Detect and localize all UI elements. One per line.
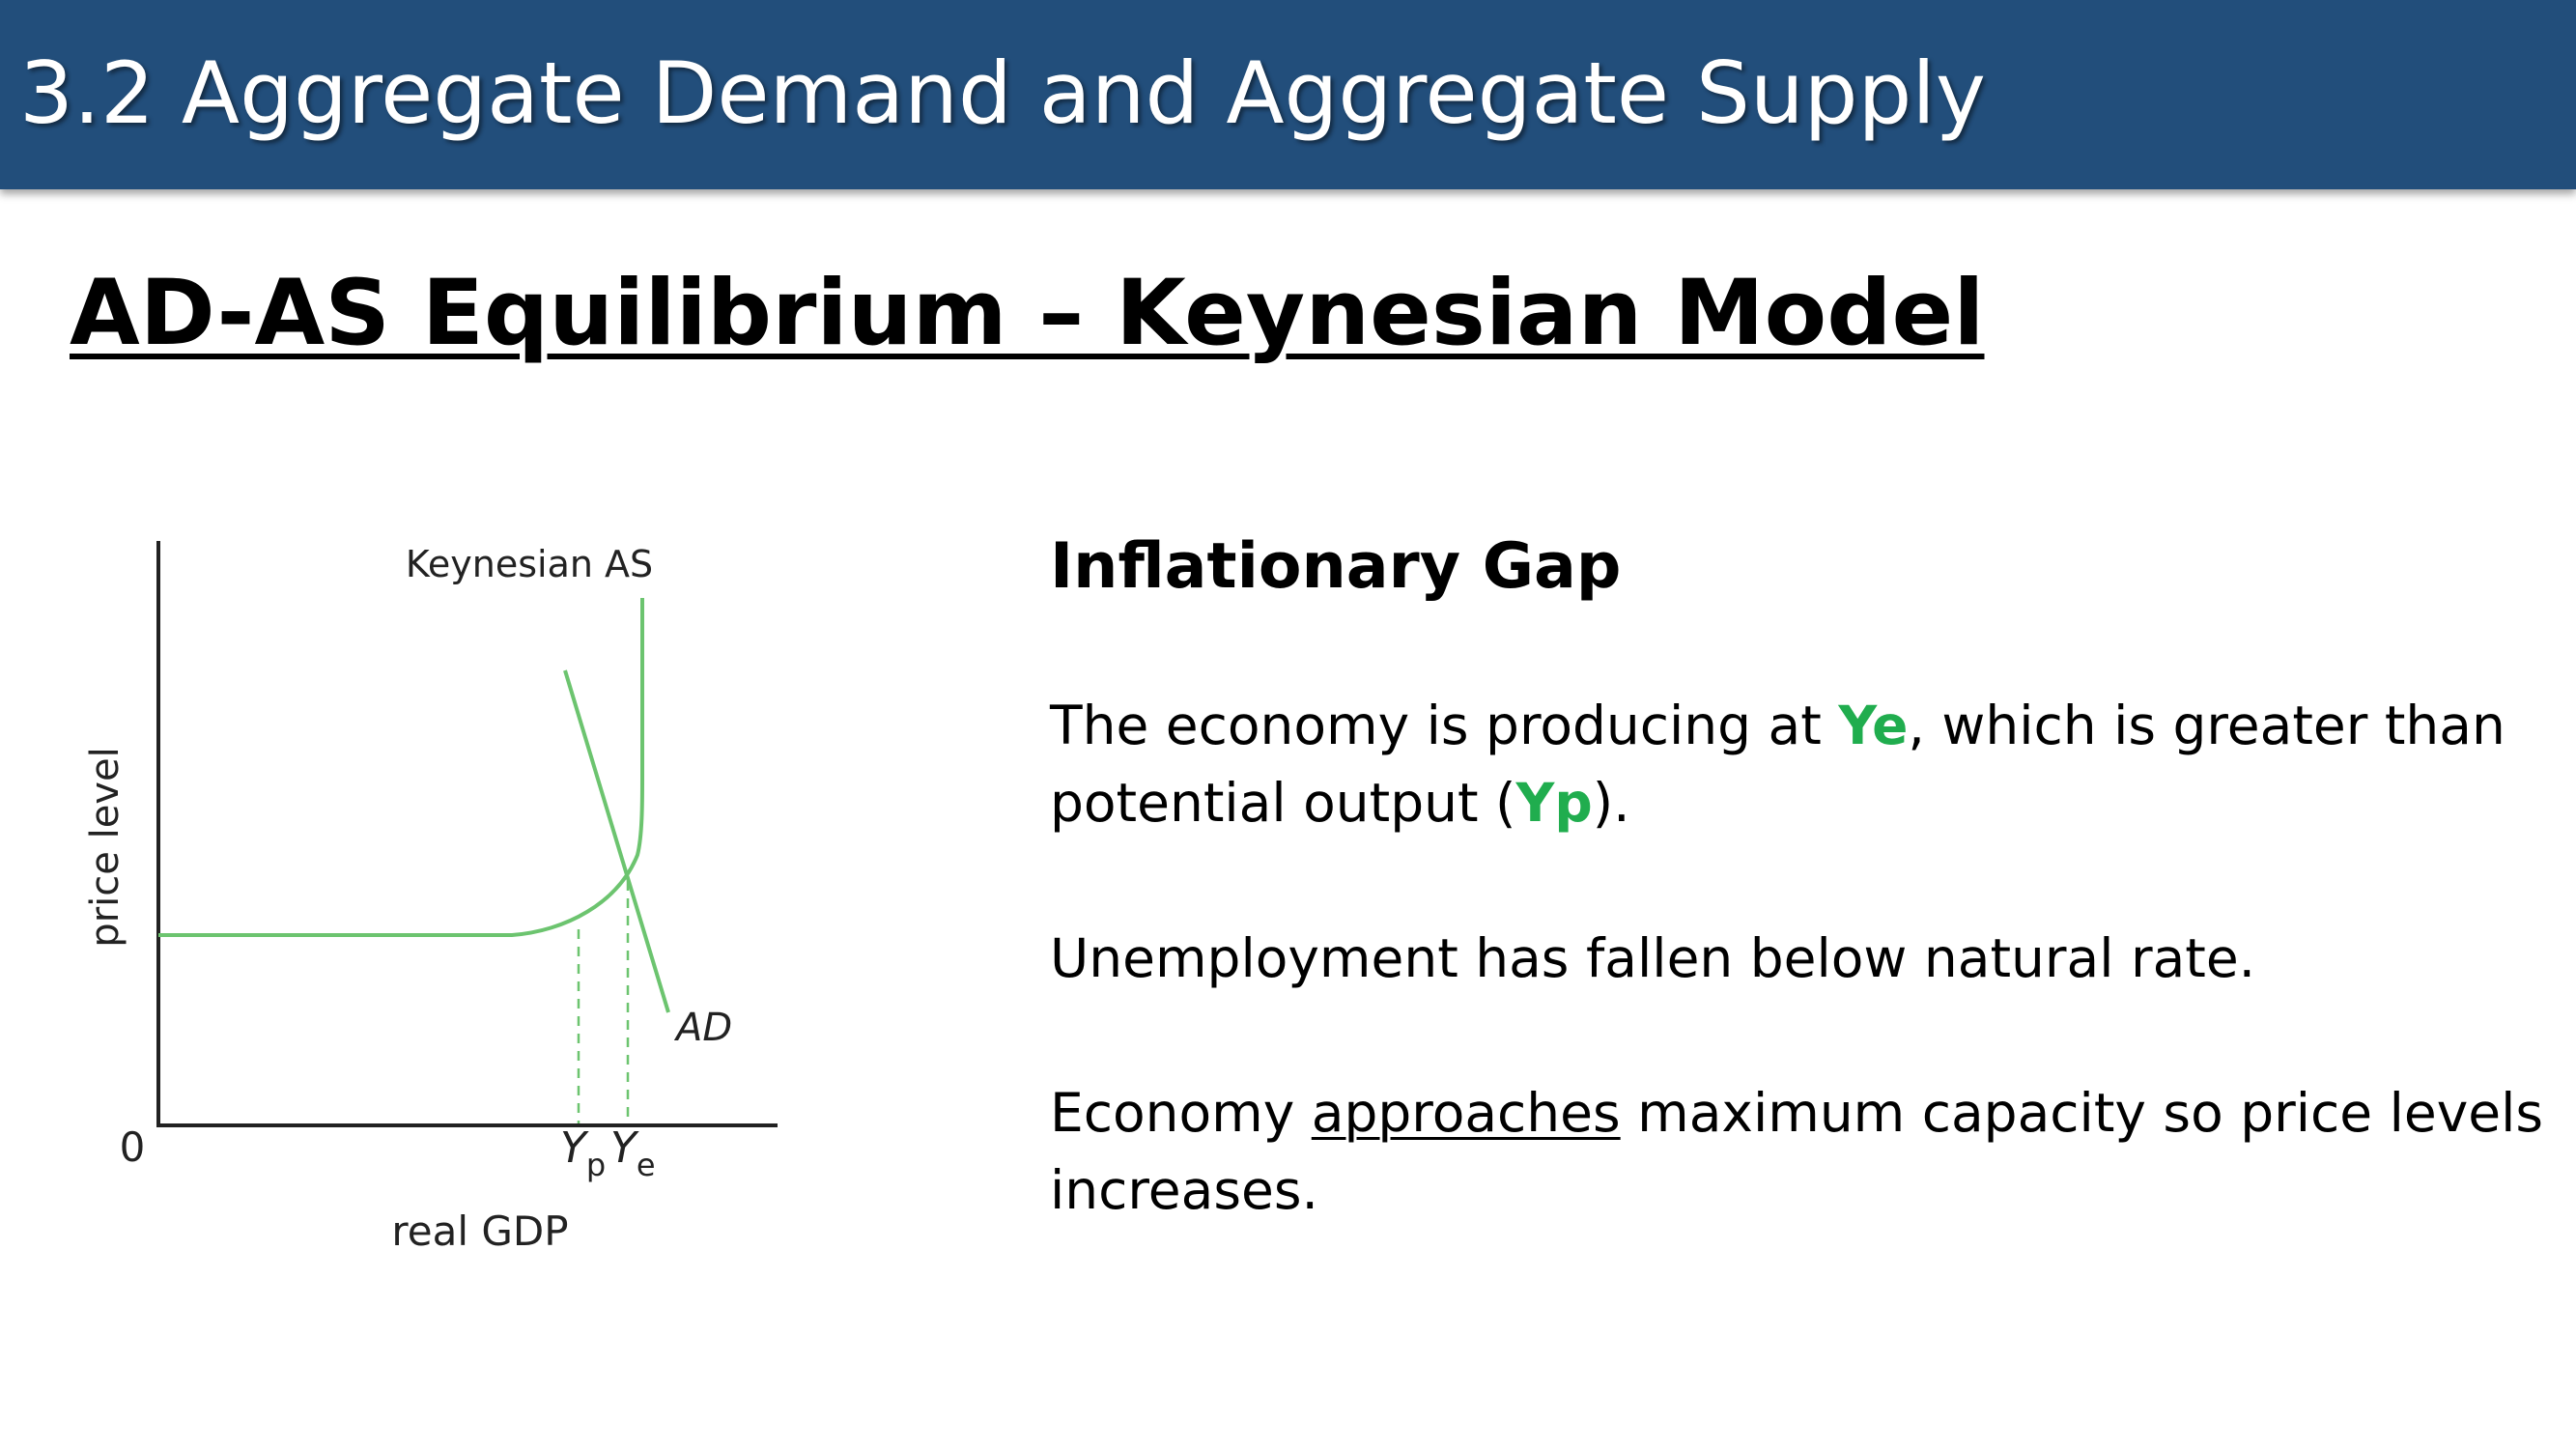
ye-label-sub: e [637,1147,656,1183]
p1-text-before: The economy is producing at [1050,695,1839,756]
origin-label: 0 [120,1123,146,1171]
yp-label-sub: p [586,1147,606,1183]
p1-text-after: ). [1592,772,1630,834]
paragraph-unemployment: Unemployment has fallen below natural ra… [1050,927,2256,989]
p1-text-middle: , which is greater than potential output… [1050,695,2505,834]
y-axis-label: price level [83,747,127,947]
header-title: 3.2 Aggregate Demand and Aggregate Suppl… [19,43,1986,143]
as-curve-label: Keynesian AS [406,543,653,585]
ad-curve [563,669,670,1013]
paragraph-capacity: Economy approaches maximum capacity so p… [1050,1074,2557,1229]
p3-text-after: maximum capacity so price levels increas… [1050,1082,2544,1221]
ye-highlight: Ye [1838,695,1909,756]
ad-as-diagram-svg: Keynesian AS AD 0 price level real GDP Y… [83,541,778,1255]
yp-label-main: Y [560,1123,589,1173]
yp-highlight: Yp [1515,772,1593,834]
slide-title: AD-AS Equilibrium – Keynesian Model [70,261,1985,366]
header-bar: 3.2 Aggregate Demand and Aggregate Suppl… [0,0,2576,189]
paragraph-production: The economy is producing at Ye, which is… [1050,687,2557,841]
ad-as-diagram: Keynesian AS AD 0 price level real GDP Y… [58,512,831,1285]
keynesian-as-curve [158,598,644,937]
approaches-underlined: approaches [1311,1082,1621,1144]
ye-label-main: Y [610,1123,639,1173]
ye-label: Ye [610,1123,656,1183]
inflationary-gap-heading: Inflationary Gap [1050,530,1622,603]
x-axis-label: real GDP [391,1208,568,1255]
yp-label: Yp [560,1123,606,1183]
ad-curve-label: AD [673,1006,732,1050]
p3-text-before: Economy [1050,1082,1312,1144]
